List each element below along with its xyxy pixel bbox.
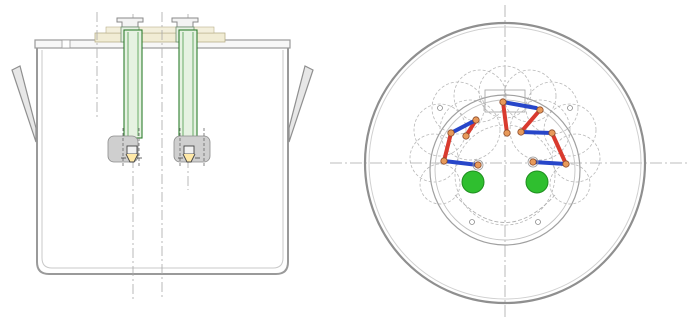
construction-circle [509,99,571,161]
linkage-joint [503,129,511,137]
top-plan-view [330,5,690,320]
port-right [525,170,549,194]
linkage-joint [499,98,507,106]
construction-circle [543,103,597,157]
housing-lower-bowl [454,194,556,223]
linkage-joint [474,161,482,169]
linkage-joint [472,116,480,124]
tube-body-right [178,29,198,139]
linkage-joint [548,129,556,137]
mounting-flange-step [105,26,215,34]
gripper-jaw-left [125,153,139,163]
construction-circle [453,69,507,123]
tube-cap-right [171,17,199,28]
tube-assembly-right [171,17,211,166]
construction-circle [419,163,461,205]
mounting-hole [567,105,573,111]
mounting-hole [535,219,541,225]
red-link [519,108,542,134]
red-link [550,131,568,166]
linkage-joint [562,160,570,168]
mounting-hole [437,105,443,111]
blue-links [442,100,568,167]
linkage-joint [517,128,525,136]
lid-gap [61,39,71,49]
vessel-outer-circle [363,21,647,305]
blue-link [449,118,478,135]
port-left [461,170,485,194]
construction-circle [439,99,501,161]
gripper-jaw-right [182,153,196,163]
pivot-marker [527,156,539,168]
gripper-head-left [126,145,138,155]
construction-circle [409,133,459,183]
mounting-hole [469,219,475,225]
vessel-inner-wall [41,50,284,269]
construction-circle [549,163,591,205]
linkage-joints [440,98,570,169]
pivot-marker [472,159,484,171]
construction-circle [551,133,601,183]
vessel-body-outline [36,40,289,275]
linkage-joint [529,158,537,166]
blue-link [442,159,480,167]
linkage-joint [536,106,544,114]
left-handle [11,65,37,143]
mounting-holes [437,105,573,225]
construction-circle [413,103,467,157]
gripper-head-right [183,145,195,155]
vessel-inner-circle [368,26,642,300]
mounting-flange-plate [94,32,226,43]
linkage-joint [447,129,455,137]
tube-assembly-left [107,17,144,166]
housing-ring-outer [429,94,581,246]
construction-circle [503,69,557,123]
red-link [501,100,509,135]
blue-link [531,160,568,166]
side-section-view [11,12,314,300]
linkage-joint [440,157,448,165]
linkage-joint [462,132,470,140]
blue-link [501,100,538,110]
tube-cap-left [116,17,144,28]
right-handle [288,65,314,143]
blue-link [519,130,554,135]
tube-body-left [123,29,143,139]
red-link [442,131,453,163]
